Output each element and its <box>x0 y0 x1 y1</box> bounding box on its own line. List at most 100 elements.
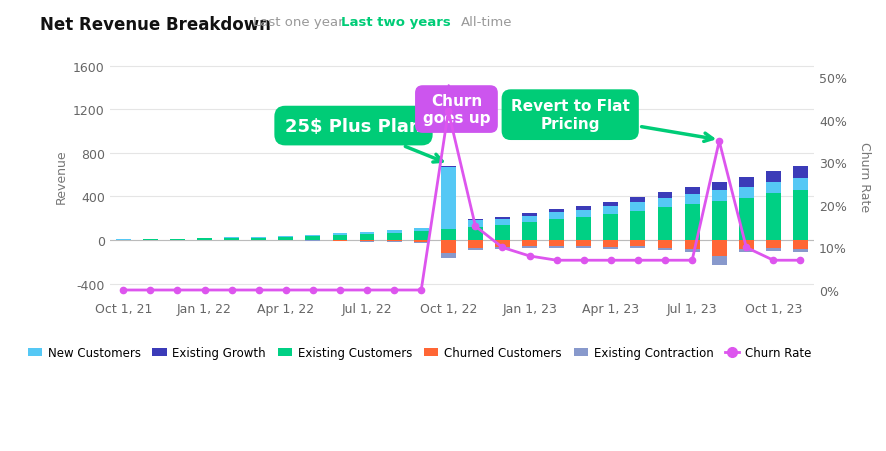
Bar <box>711 191 727 202</box>
Bar <box>739 187 754 198</box>
Bar <box>522 216 537 223</box>
Bar <box>576 210 591 218</box>
Bar <box>631 247 645 249</box>
Bar <box>711 257 727 266</box>
Bar <box>360 240 375 241</box>
Bar <box>576 240 591 247</box>
Y-axis label: Revenue: Revenue <box>55 149 67 203</box>
Bar <box>603 215 618 240</box>
Bar <box>657 208 672 240</box>
Legend: New Customers, Existing Growth, Existing Customers, Churned Customers, Existing : New Customers, Existing Growth, Existing… <box>23 341 816 364</box>
Bar <box>386 242 401 243</box>
Bar <box>495 240 510 247</box>
Text: All-time: All-time <box>461 16 512 29</box>
Bar <box>739 240 754 249</box>
Bar <box>224 238 239 239</box>
Bar <box>685 249 700 253</box>
Bar <box>522 240 537 247</box>
Bar <box>468 240 483 248</box>
Bar <box>197 239 212 240</box>
Bar <box>549 220 564 240</box>
Bar <box>468 227 483 240</box>
Bar <box>711 183 727 191</box>
Bar <box>603 247 618 249</box>
Text: Last two years: Last two years <box>341 16 451 29</box>
Y-axis label: Churn Rate: Churn Rate <box>858 141 871 212</box>
Bar <box>360 241 375 242</box>
Bar <box>766 240 781 249</box>
Bar <box>631 240 645 247</box>
Bar <box>685 205 700 240</box>
Bar <box>441 166 455 168</box>
Text: Churn
goes up: Churn goes up <box>423 86 490 126</box>
Bar <box>495 217 510 219</box>
Bar <box>793 179 808 190</box>
Bar <box>441 240 455 253</box>
Bar <box>252 238 266 240</box>
Bar <box>793 249 808 253</box>
Bar <box>495 226 510 240</box>
Bar <box>360 235 375 240</box>
Bar <box>576 206 591 210</box>
Bar <box>332 240 347 241</box>
Bar <box>306 235 321 237</box>
Bar <box>576 218 591 240</box>
Bar <box>739 178 754 187</box>
Bar <box>224 239 239 240</box>
Bar <box>711 202 727 240</box>
Bar <box>468 248 483 251</box>
Bar <box>549 210 564 213</box>
Bar <box>631 212 645 240</box>
Bar <box>306 237 321 240</box>
Text: Net Revenue Breakdown: Net Revenue Breakdown <box>40 16 271 34</box>
Bar <box>386 230 401 234</box>
Bar <box>549 240 564 246</box>
Text: Last one year: Last one year <box>253 16 343 29</box>
Bar <box>766 172 781 182</box>
Bar <box>603 202 618 207</box>
Bar <box>766 182 781 194</box>
Bar <box>143 239 158 240</box>
Bar <box>170 239 185 240</box>
Bar <box>657 240 672 248</box>
Bar <box>657 198 672 208</box>
Bar <box>522 247 537 249</box>
Bar <box>522 223 537 240</box>
Bar <box>657 193 672 198</box>
Bar <box>414 240 429 242</box>
Bar <box>386 240 401 242</box>
Bar <box>332 234 347 236</box>
Bar <box>360 232 375 235</box>
Bar <box>766 194 781 240</box>
Bar <box>793 167 808 179</box>
Bar <box>685 195 700 205</box>
Bar <box>631 198 645 203</box>
Bar <box>766 249 781 252</box>
Bar <box>711 240 727 257</box>
Bar <box>252 237 266 238</box>
Bar <box>468 219 483 221</box>
Bar <box>685 240 700 249</box>
Bar <box>414 232 429 240</box>
Bar <box>414 242 429 244</box>
Bar <box>495 247 510 249</box>
Bar <box>441 168 455 230</box>
Bar <box>549 246 564 248</box>
Bar <box>441 253 455 258</box>
Bar <box>522 214 537 216</box>
Bar <box>468 221 483 227</box>
Bar <box>441 230 455 240</box>
Bar <box>657 248 672 251</box>
Bar <box>631 203 645 212</box>
Bar <box>685 188 700 195</box>
Bar <box>793 240 808 249</box>
Bar <box>278 238 293 240</box>
Text: 25$ Plus Plan: 25$ Plus Plan <box>285 117 442 163</box>
Bar <box>332 236 347 240</box>
Bar <box>739 198 754 240</box>
Bar <box>603 240 618 247</box>
Bar <box>278 236 293 238</box>
Bar <box>603 207 618 215</box>
Bar <box>576 247 591 249</box>
Bar <box>495 219 510 226</box>
